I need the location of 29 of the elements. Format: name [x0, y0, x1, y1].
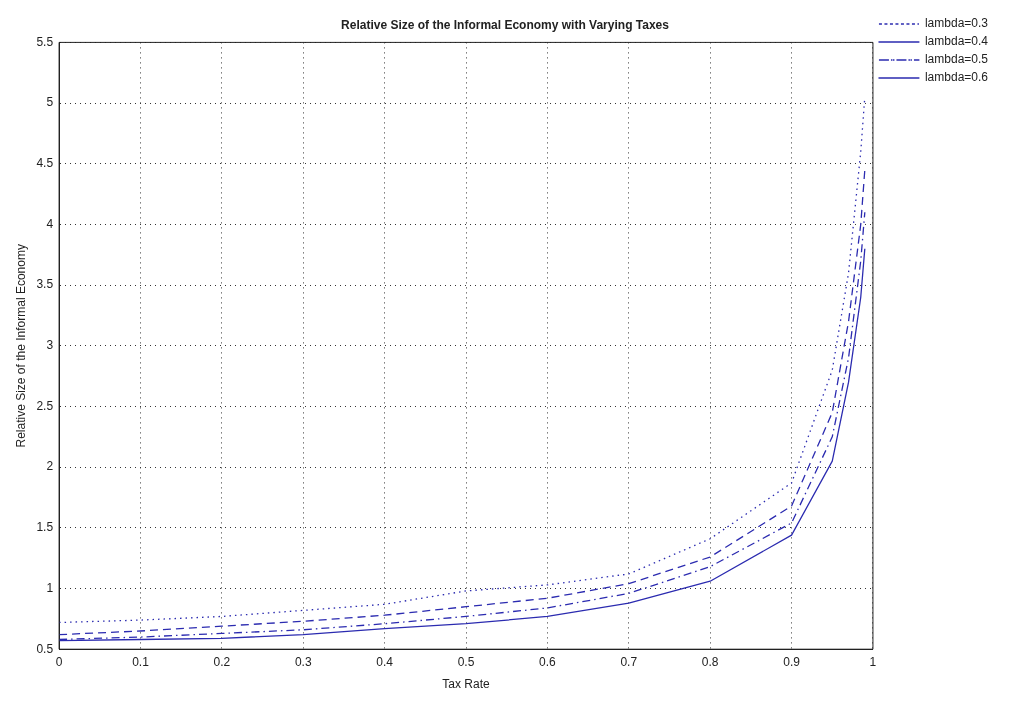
x-tick-label: 0.3 — [294, 654, 312, 669]
y-tick-label: 1.5 — [36, 520, 54, 535]
y-tick-label: 4 — [46, 216, 54, 231]
legend-label: lambda=0.5 — [924, 52, 989, 67]
y-tick-label: 5.5 — [36, 34, 54, 49]
y-tick-label: 0.5 — [36, 641, 54, 656]
legend-label: lambda=0.6 — [924, 70, 989, 85]
y-tick-label: 4.5 — [36, 156, 54, 171]
y-tick-label: 5 — [46, 95, 54, 110]
x-tick-label: 0.7 — [620, 654, 638, 669]
x-tick-label: 0.5 — [457, 654, 475, 669]
y-axis-title: Relative Size of the Informal Economy — [13, 244, 28, 448]
x-axis-title: Tax Rate — [442, 677, 491, 692]
y-tick-label: 2 — [46, 459, 54, 474]
y-tick-label: 2.5 — [36, 398, 54, 413]
y-tick-label: 1 — [46, 580, 54, 595]
x-tick-label: 1 — [869, 654, 877, 669]
x-tick-label: 0.1 — [132, 654, 150, 669]
x-tick-label: 0.2 — [213, 654, 231, 669]
x-tick-label: 0.6 — [539, 654, 557, 669]
legend-label: lambda=0.3 — [924, 16, 989, 31]
legend-label: lambda=0.4 — [924, 34, 989, 49]
x-tick-label: 0 — [55, 654, 63, 669]
y-tick-label: 3 — [46, 338, 54, 353]
x-tick-label: 0.4 — [376, 654, 394, 669]
y-tick-label: 3.5 — [36, 277, 54, 292]
x-tick-label: 0.9 — [783, 654, 801, 669]
chart-title: Relative Size of the Informal Economy with Varying Taxes — [341, 17, 670, 32]
x-tick-label: 0.8 — [701, 654, 719, 669]
